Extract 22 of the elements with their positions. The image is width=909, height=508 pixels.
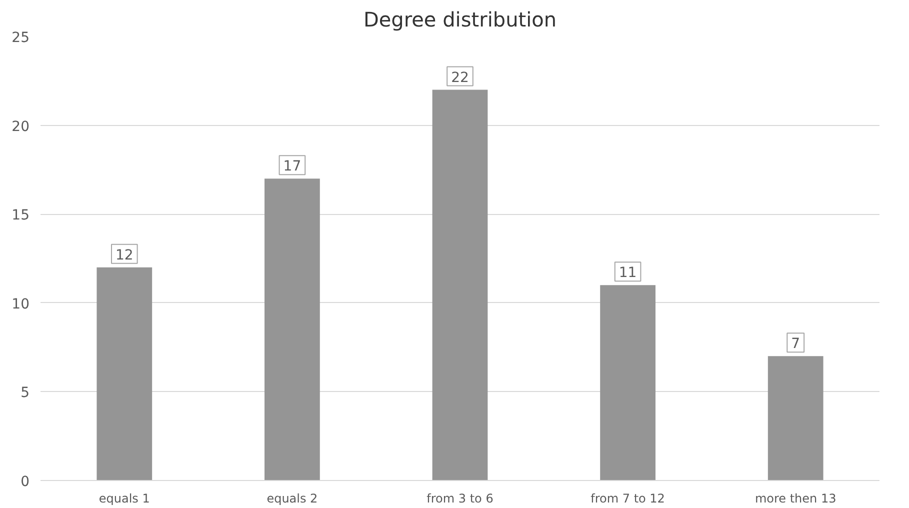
data-label: 7 bbox=[791, 336, 800, 352]
data-label: 22 bbox=[451, 70, 469, 86]
data-label: 12 bbox=[115, 247, 134, 264]
bar bbox=[96, 267, 152, 480]
bar bbox=[264, 178, 320, 480]
x-tick-label: more then 13 bbox=[754, 492, 836, 506]
x-tick-label: from 3 to 6 bbox=[426, 492, 494, 506]
bar bbox=[768, 356, 824, 480]
y-tick-label: 25 bbox=[12, 30, 30, 46]
x-tick-label: equals 1 bbox=[98, 492, 150, 506]
bar bbox=[600, 285, 656, 480]
data-label: 17 bbox=[283, 158, 302, 175]
y-tick-label: 15 bbox=[12, 208, 30, 224]
y-tick-label: 10 bbox=[12, 296, 30, 312]
y-tick-label: 5 bbox=[20, 385, 30, 402]
chart-title: Degree distribution bbox=[363, 8, 557, 32]
x-tick-label: equals 2 bbox=[266, 492, 318, 506]
y-tick-label: 20 bbox=[12, 118, 30, 135]
data-label: 11 bbox=[618, 265, 637, 282]
x-tick-label: from 7 to 12 bbox=[590, 492, 665, 506]
y-tick-label: 0 bbox=[20, 474, 30, 490]
bar bbox=[432, 90, 488, 480]
